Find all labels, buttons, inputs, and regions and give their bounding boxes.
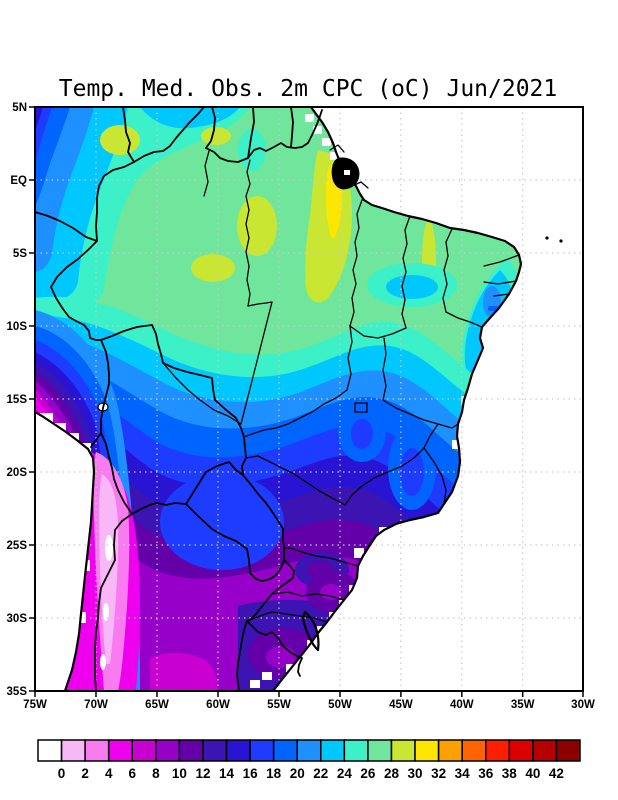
paraguay-warm-pocket — [160, 474, 284, 570]
graticule — [35, 107, 583, 691]
colorbar-value: 24 — [337, 766, 353, 781]
lat-label: 30S — [7, 613, 28, 625]
lon-label: 40W — [450, 699, 474, 711]
colorbar-cell — [484, 739, 511, 762]
atlantic-ocean — [273, 107, 583, 691]
colorbar-value: 10 — [172, 766, 187, 781]
colorbar-value: 4 — [105, 766, 113, 781]
colorbar-value: 26 — [360, 766, 376, 781]
axis-ticks — [29, 106, 584, 697]
colorbar-value: 30 — [408, 766, 423, 781]
lat-label: 35S — [7, 686, 28, 698]
colorbar-cell — [178, 739, 204, 762]
lon-label: 30W — [571, 699, 595, 711]
lat-label: 20S — [7, 467, 28, 479]
marajo-channel — [344, 170, 350, 175]
lon-label: 45W — [389, 699, 413, 711]
colorbar-cell — [390, 739, 416, 762]
colorbar-cell — [320, 739, 346, 762]
island-dot — [559, 239, 563, 243]
lon-label: 55W — [267, 699, 291, 711]
colorbar-cell — [225, 739, 251, 762]
colorbar-cell — [508, 739, 534, 762]
lat-label: 5S — [13, 248, 27, 260]
colorbar — [37, 739, 581, 762]
colorbar-value: 14 — [219, 766, 235, 781]
colorbar-cell — [555, 739, 581, 762]
colorbar-cell — [155, 739, 181, 762]
colorbar-cell — [84, 739, 110, 762]
pacific-coastline — [35, 410, 96, 691]
colorbar-value: 2 — [81, 766, 89, 781]
colorbar-value: 18 — [266, 766, 282, 781]
lat-label: EQ — [10, 175, 27, 187]
colorbar-value: 38 — [502, 766, 518, 781]
colorbar-cell — [202, 739, 228, 762]
colorbar-cell — [343, 739, 369, 762]
colorbar-cell — [37, 739, 63, 762]
colorbar-cell — [272, 739, 298, 762]
colorbar-cell — [367, 739, 393, 762]
lagoa-dos-patos — [301, 610, 320, 652]
colorbar-cell — [414, 739, 440, 762]
amazon-delta-channels — [329, 144, 369, 189]
colorbar-value: 32 — [431, 766, 446, 781]
lon-label: 50W — [328, 699, 352, 711]
colorbar-value: 20 — [290, 766, 305, 781]
colorbar-value: 28 — [384, 766, 400, 781]
lon-label: 75W — [23, 699, 47, 711]
latitude-labels: 5N EQ 5S 10S 15S 20S 25S 30S 35S — [7, 102, 28, 698]
colorbar-cell — [296, 739, 322, 762]
colorbar-value: 34 — [455, 766, 471, 781]
lat-label: 10S — [7, 321, 28, 333]
colorbar-value: 40 — [525, 766, 540, 781]
colorbar-labels: 0 2 4 6 8 10 12 14 16 18 20 22 24 26 28 30 32 34 36 38 40 42 — [58, 766, 564, 781]
colorbar-cell — [461, 739, 487, 762]
colorbar-value: 0 — [58, 766, 66, 781]
lon-label: 70W — [84, 699, 108, 711]
colorbar-cell — [249, 739, 275, 762]
colorbar-value: 6 — [129, 766, 137, 781]
colorbar-value: 22 — [313, 766, 328, 781]
colorbar-value: 36 — [478, 766, 494, 781]
colorbar-cell — [107, 739, 134, 762]
colorbar-cell — [131, 739, 157, 762]
lat-label: 15S — [7, 394, 28, 406]
lat-label: 25S — [7, 540, 28, 552]
colorbar-cell — [437, 739, 463, 762]
lon-label: 60W — [206, 699, 230, 711]
island-dot — [545, 236, 549, 240]
temperature-field — [35, 107, 583, 691]
colorbar-cell — [60, 739, 86, 762]
chart-title: Temp. Med. Obs. 2m CPC (oC) Jun/2021 — [59, 76, 558, 102]
lon-label: 65W — [145, 699, 169, 711]
longitude-labels: 75W 70W 65W 60W 55W 50W 45W 40W 35W 30W — [23, 699, 595, 711]
country-borders — [35, 107, 323, 691]
lat-label: 5N — [12, 102, 27, 114]
state-borders — [162, 150, 520, 623]
colorbar-cell — [532, 739, 558, 762]
colorbar-value: 42 — [549, 766, 564, 781]
atlantic-coastline — [271, 107, 523, 691]
lon-label: 35W — [511, 699, 535, 711]
colorbar-value: 16 — [243, 766, 259, 781]
colorbar-value: 12 — [195, 766, 210, 781]
colorbar-value: 8 — [152, 766, 160, 781]
